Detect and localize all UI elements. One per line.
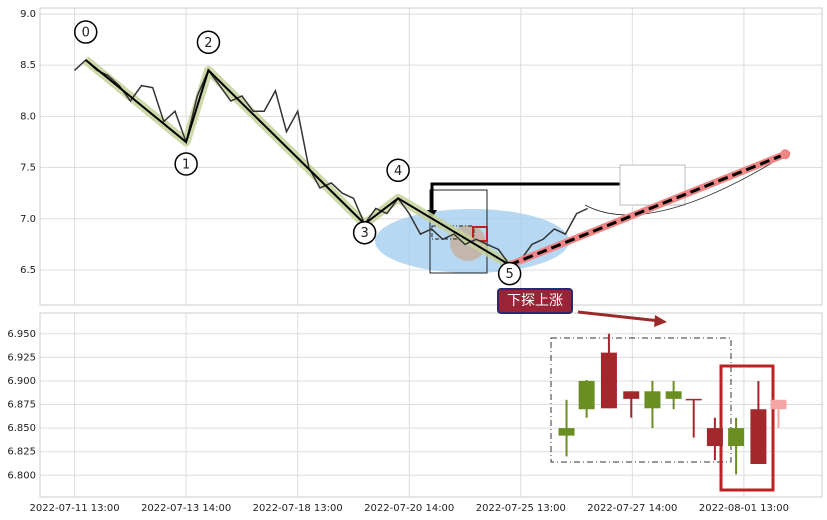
x-tick-label: 2022-07-20 14:00 bbox=[364, 503, 454, 514]
pivot-marker bbox=[73, 20, 98, 44]
candle-body bbox=[623, 391, 640, 399]
candle-body bbox=[578, 380, 595, 410]
x-tick-label: 2022-07-18 13:00 bbox=[253, 503, 343, 514]
y-tick-label: 7.0 bbox=[20, 214, 36, 225]
y-tick-label: 8.5 bbox=[20, 60, 36, 71]
range-box bbox=[550, 337, 732, 463]
y-tick-label: 8.0 bbox=[20, 111, 36, 122]
annotation: 下探上涨 bbox=[497, 288, 573, 314]
candle-body bbox=[685, 398, 702, 401]
candle-body bbox=[600, 352, 617, 409]
y-tick-label: 6.950 bbox=[7, 329, 36, 340]
pivot-label: 5 bbox=[506, 267, 514, 282]
y-tick-label: 6.825 bbox=[7, 447, 36, 458]
candle-body bbox=[558, 428, 575, 436]
x-tick-label: 2022-07-11 13:00 bbox=[30, 503, 120, 514]
y-tick-label: 6.875 bbox=[7, 400, 36, 411]
arrow-head bbox=[654, 315, 667, 327]
pivot-marker bbox=[352, 220, 377, 245]
candle-body bbox=[770, 399, 787, 410]
highlight-box bbox=[719, 364, 775, 492]
pivot-marker bbox=[174, 152, 198, 176]
pivot-label: 1 bbox=[182, 157, 190, 172]
grid bbox=[40, 8, 822, 497]
y-tick-label: 6.925 bbox=[7, 352, 36, 363]
pivot-label: 2 bbox=[204, 36, 212, 51]
y-tick-label: 6.800 bbox=[7, 470, 36, 481]
zigzag-line bbox=[85, 59, 511, 266]
candle-body bbox=[665, 391, 682, 399]
arrow bbox=[577, 310, 661, 323]
y-tick-label: 6.850 bbox=[7, 423, 36, 434]
y-tick-label: 7.5 bbox=[20, 163, 36, 174]
annotation-box bbox=[497, 288, 573, 314]
pivot-marker bbox=[497, 261, 522, 286]
y-tick-label: 9.0 bbox=[20, 9, 36, 20]
curve bbox=[584, 151, 791, 216]
candle-body bbox=[644, 391, 661, 409]
forecast-line bbox=[509, 152, 786, 267]
pivot-marker bbox=[196, 30, 221, 55]
pointer-line bbox=[430, 182, 620, 212]
pivot-label: 3 bbox=[360, 226, 368, 241]
x-tick-label: 2022-07-13 14:00 bbox=[141, 503, 231, 514]
pivot-marker bbox=[386, 158, 410, 183]
candle-body bbox=[750, 409, 767, 464]
x-tick-label: 2022-07-27 14:00 bbox=[587, 503, 677, 514]
forecast-end bbox=[780, 149, 791, 160]
candle-body bbox=[728, 428, 745, 447]
candle-body bbox=[706, 428, 723, 447]
x-tick-label: 2022-08-01 13:00 bbox=[699, 503, 789, 514]
pivot-label: 4 bbox=[394, 164, 402, 179]
y-tick-label: 6.5 bbox=[20, 265, 36, 276]
bottom-panel bbox=[39, 312, 823, 498]
y-tick-label: 6.900 bbox=[7, 376, 36, 387]
pivot-label: 0 bbox=[82, 26, 90, 41]
top-panel bbox=[39, 7, 823, 306]
annotation-text: 下探上涨 bbox=[507, 293, 563, 309]
x-tick-label: 2022-07-25 13:00 bbox=[476, 503, 566, 514]
decorations bbox=[550, 337, 775, 492]
price-line bbox=[74, 58, 589, 266]
marks: 0 1 2 3 4 5 bbox=[73, 20, 791, 475]
